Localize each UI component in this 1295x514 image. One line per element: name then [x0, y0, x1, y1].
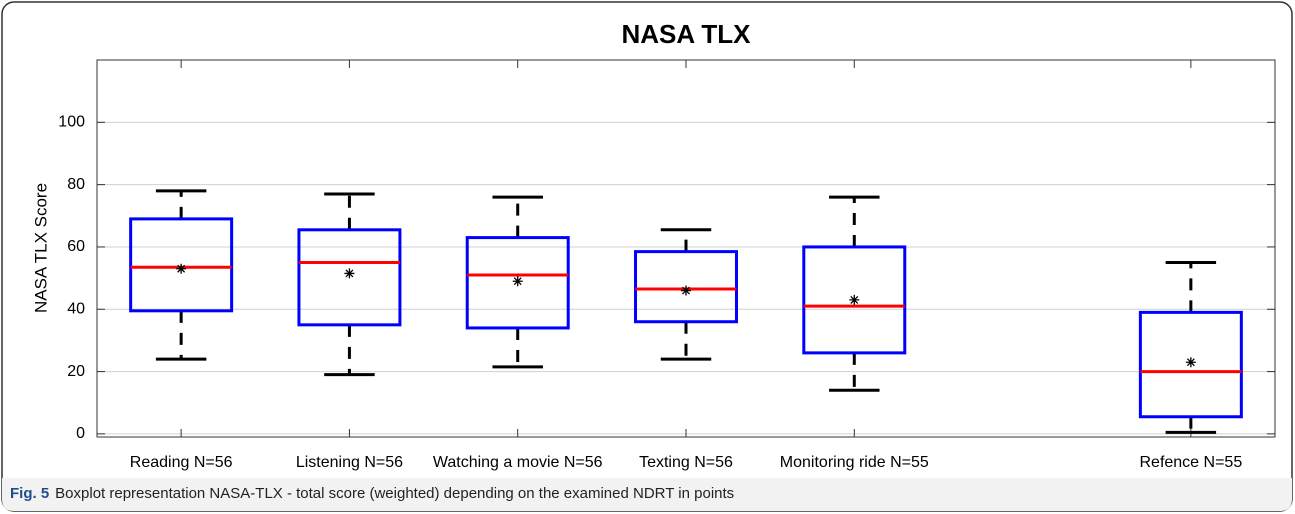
mean-marker	[849, 294, 860, 305]
mean-marker	[344, 268, 355, 279]
mean-marker	[1185, 357, 1196, 368]
y-tick-label: 0	[76, 425, 85, 442]
x-tick-label: Watching a movie N=56	[433, 454, 603, 471]
box	[1138, 310, 1243, 419]
y-tick-label: 60	[67, 238, 85, 255]
box	[802, 245, 907, 355]
y-tick-label: 80	[67, 176, 85, 193]
mean-marker	[176, 263, 187, 274]
mean-marker	[681, 285, 691, 296]
box	[297, 228, 402, 327]
caption-text: Boxplot representation NASA-TLX - total …	[55, 485, 734, 502]
box	[634, 250, 738, 324]
y-tick-label: 40	[67, 300, 85, 317]
x-tick-label: Refence N=55	[1139, 454, 1242, 471]
box	[465, 236, 570, 330]
caption: Fig. 5 Boxplot representation NASA-TLX - …	[10, 485, 734, 502]
box	[129, 217, 234, 313]
x-tick-label: Texting N=56	[639, 454, 733, 471]
y-tick-label: 20	[67, 363, 85, 380]
y-tick-label: 100	[58, 114, 85, 131]
chart-title: NASA TLX	[621, 19, 751, 49]
caption-band	[2, 478, 1292, 511]
x-tick-label: Monitoring ride N=55	[780, 454, 929, 471]
mean-marker	[512, 276, 523, 287]
x-tick-label: Reading N=56	[130, 454, 233, 471]
y-axis-label: NASA TLX Score	[31, 183, 50, 313]
x-tick-label: Listening N=56	[296, 454, 403, 471]
caption-label: Fig. 5	[10, 485, 49, 502]
